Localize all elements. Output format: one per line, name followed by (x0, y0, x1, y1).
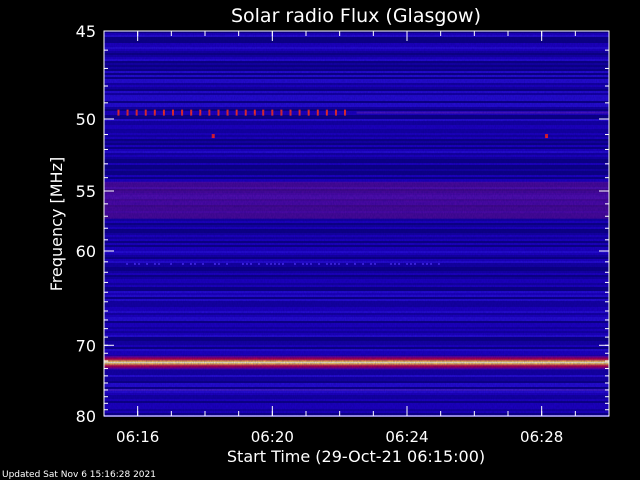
y-axis-label: Frequency [MHz] (47, 157, 66, 291)
y-tick-label: 45 (76, 22, 96, 41)
y-tick-label: 60 (76, 242, 96, 261)
y-axis: 45 50 55 60 70 80 (76, 22, 609, 426)
plot-frame (103, 30, 610, 417)
y-tick-label: 70 (76, 336, 96, 355)
y-tick-label: 50 (76, 110, 96, 129)
y-tick-label: 55 (76, 182, 96, 201)
x-tick-label: 06:28 (520, 428, 563, 446)
noise-texture (104, 31, 609, 416)
chart-title: Solar radio Flux (Glasgow) (231, 5, 481, 27)
y-tick-label: 80 (76, 407, 96, 426)
x-axis: 06:16 06:20 06:24 06:28 (116, 31, 610, 446)
plot-area (103, 30, 610, 417)
x-tick-label: 06:24 (385, 428, 428, 446)
updated-timestamp: Updated Sat Nov 6 15:16:28 2021 (2, 470, 156, 480)
x-tick-label: 06:16 (116, 428, 159, 446)
x-axis-label: Start Time (29-Oct-21 06:15:00) (227, 447, 485, 466)
x-tick-label: 06:20 (251, 428, 294, 446)
